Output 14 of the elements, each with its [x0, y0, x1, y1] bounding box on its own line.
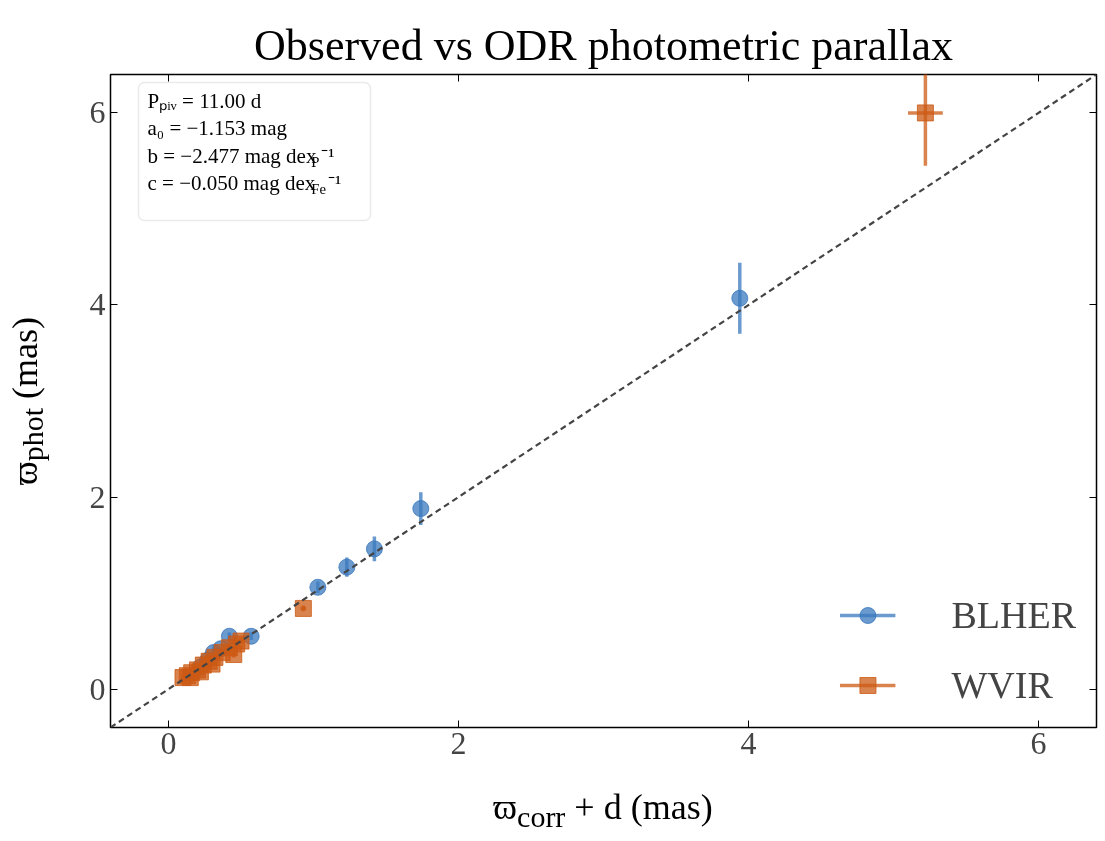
y-tick-label: 2 — [89, 478, 106, 515]
y-tick-label: 6 — [89, 94, 106, 131]
legend-label: BLHER — [951, 593, 1076, 637]
y-tick-label: 0 — [89, 670, 106, 707]
annotation: a₀ = −1.153 mag — [147, 116, 288, 140]
legend-label: WVIR — [951, 663, 1053, 707]
x-axis-title: ϖ$_{corr}$ + d (mas) — [492, 786, 714, 836]
x-tick-label: 2 — [450, 724, 467, 761]
x-tick-label: 4 — [740, 724, 757, 761]
x-tick-label: 6 — [1030, 724, 1047, 761]
y-tick-label: 4 — [89, 286, 106, 323]
annotation: Pₚᵢᵥ = 11.00 d — [147, 88, 262, 114]
chart-title: Observed vs ODR photometric parallax — [254, 20, 953, 70]
x-tick-label: 0 — [160, 724, 177, 761]
